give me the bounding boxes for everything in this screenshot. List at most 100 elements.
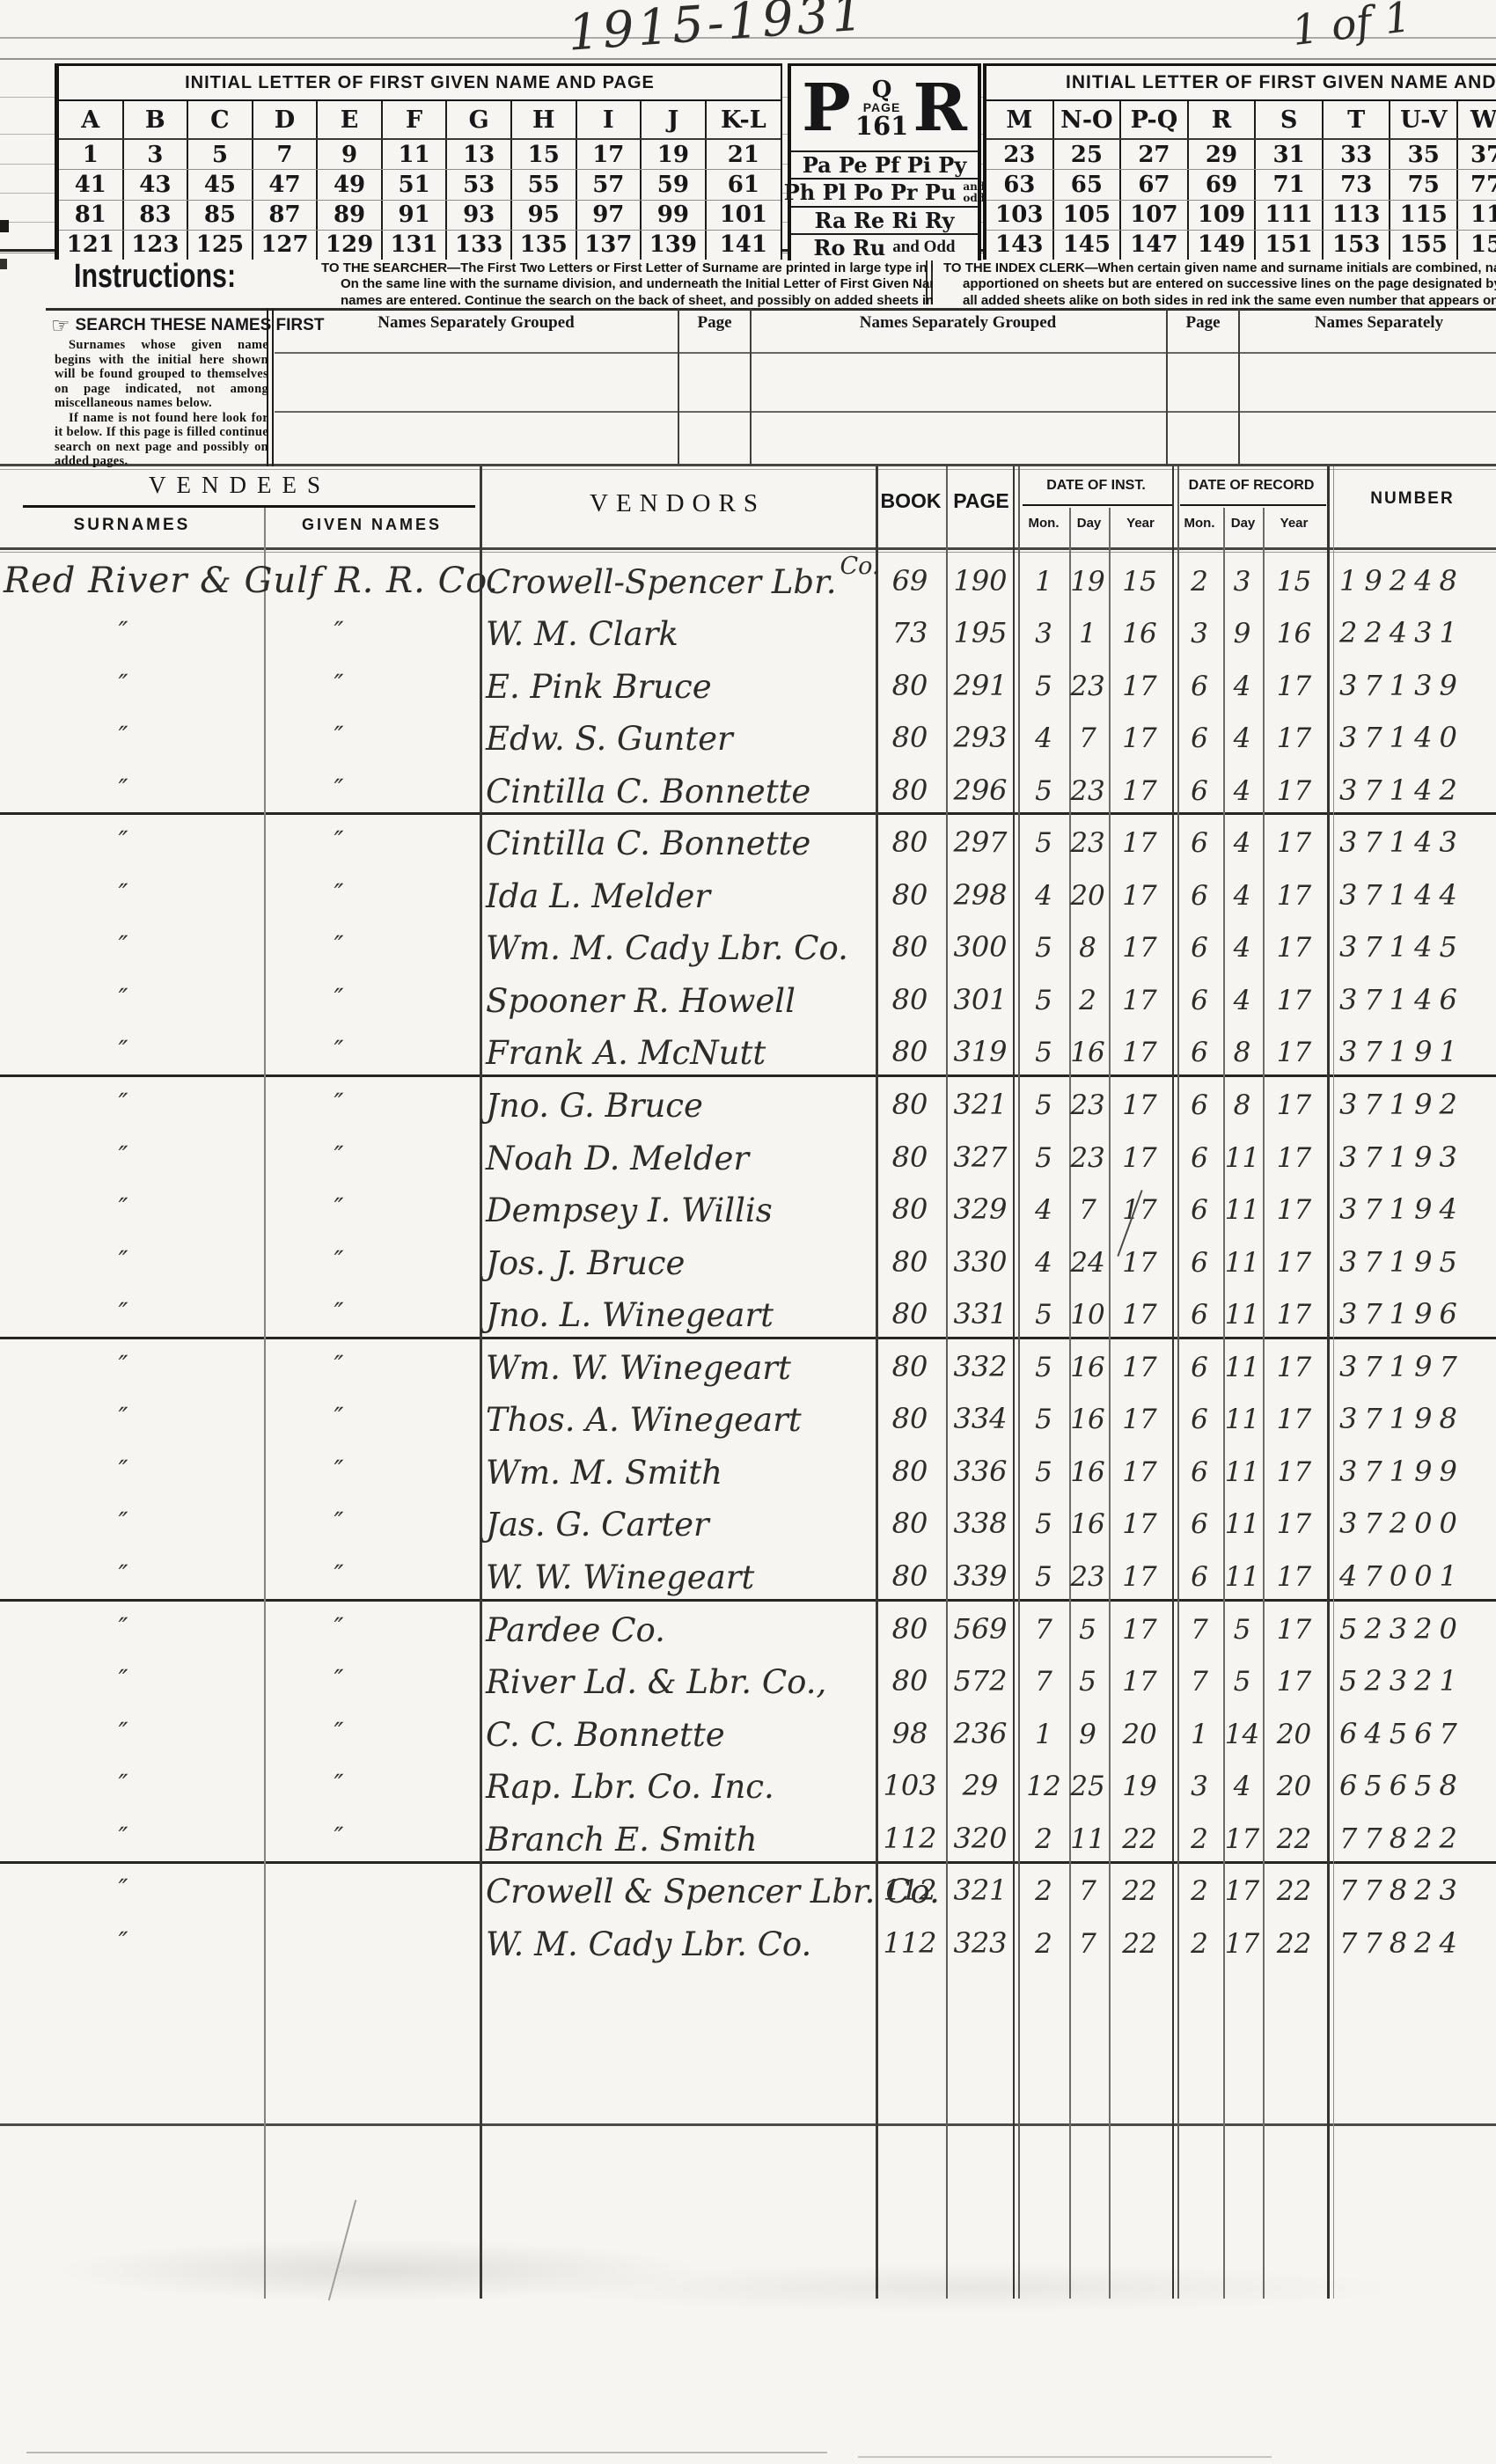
index-page-value: 61 bbox=[704, 170, 781, 200]
inst-year: 22 bbox=[1122, 1822, 1157, 1855]
day-header: Day bbox=[1076, 516, 1102, 531]
instrument-number: 52321 bbox=[1339, 1664, 1464, 1698]
book-value: 112 bbox=[883, 1874, 937, 1908]
record-year: 17 bbox=[1276, 1037, 1312, 1069]
index-page-value: 113 bbox=[1321, 200, 1390, 230]
record-month: 6 bbox=[1191, 879, 1208, 912]
vertical-rule bbox=[1018, 466, 1020, 2299]
ledger-row: ″ ″ E. Pink Bruce 80 291 5 23 17 6 4 17 37139 bbox=[0, 655, 1496, 708]
syllable-group: Ro Ru bbox=[813, 234, 886, 260]
pointing-hand-icon: ☞ bbox=[51, 313, 70, 338]
book-value: 80 bbox=[891, 1088, 928, 1122]
given-name-index-table-left: INITIAL LETTER OF FIRST GIVEN NAME AND P… bbox=[55, 63, 782, 260]
index-number-row: 81 83 85 87 89 91 93 95 97 99 101 bbox=[59, 199, 781, 230]
inst-month: 2 bbox=[1035, 1875, 1052, 1908]
index-page-value: 25 bbox=[1052, 140, 1120, 170]
index-page-value: 85 bbox=[187, 200, 252, 230]
page-value: 296 bbox=[953, 773, 1008, 807]
book-value: 98 bbox=[891, 1716, 928, 1750]
index-page-value: 139 bbox=[640, 230, 705, 260]
book-value: 80 bbox=[891, 1349, 928, 1383]
instrument-number: 37192 bbox=[1339, 1088, 1464, 1122]
index-page-value: 83 bbox=[121, 200, 187, 230]
vendors-header: VENDORS bbox=[590, 489, 766, 517]
page-value: 291 bbox=[953, 668, 1008, 702]
book-value: 80 bbox=[891, 1244, 928, 1279]
index-page-value: 49 bbox=[316, 170, 381, 200]
index-page-value: 135 bbox=[510, 230, 576, 260]
record-month: 6 bbox=[1191, 1508, 1208, 1541]
surname-ditto: ″ bbox=[118, 616, 128, 647]
year-header: Year bbox=[1280, 516, 1309, 531]
page-value: 236 bbox=[953, 1716, 1008, 1750]
record-year: 17 bbox=[1276, 932, 1312, 964]
instrument-number: 19248 bbox=[1339, 563, 1464, 598]
given-name-ditto: ″ bbox=[334, 616, 344, 647]
surname-ditto: ″ bbox=[118, 1297, 128, 1328]
ledger-row: ″ ″ Dempsey I. Willis 80 329 4 7 17 6 11 17 37194 bbox=[0, 1179, 1496, 1232]
ledger-row: ″ ″ Wm. M. Smith 80 336 5 16 17 6 11 17 37199 bbox=[0, 1441, 1496, 1493]
index-page-value: 29 bbox=[1186, 140, 1255, 170]
vertical-rule bbox=[678, 308, 679, 466]
book-value: 80 bbox=[891, 1035, 928, 1069]
vendor-name: Jno. L. Winegeart bbox=[486, 1296, 774, 1335]
index-page-value: 143 bbox=[995, 231, 1044, 259]
record-month: 6 bbox=[1191, 984, 1208, 1016]
page-value: 320 bbox=[953, 1821, 1008, 1855]
record-day: 5 bbox=[1233, 1613, 1251, 1646]
index-letter: T bbox=[1321, 101, 1390, 138]
page-value: 338 bbox=[953, 1507, 1008, 1541]
index-page-value: 149 bbox=[1186, 230, 1255, 260]
page-value: 332 bbox=[953, 1349, 1008, 1383]
record-month: 6 bbox=[1191, 1037, 1208, 1069]
record-month: 6 bbox=[1191, 1299, 1208, 1331]
index-letter: R bbox=[1186, 101, 1255, 138]
given-name-ditto: ″ bbox=[334, 930, 344, 961]
record-year: 17 bbox=[1276, 1404, 1312, 1436]
horizontal-rule bbox=[0, 547, 1496, 550]
index-letter: B bbox=[121, 101, 187, 138]
index-page-value: 19 bbox=[640, 140, 705, 170]
page-value: 323 bbox=[953, 1925, 1008, 1960]
index-page-value: 17 bbox=[575, 140, 641, 170]
index-page-value: 65 bbox=[1052, 170, 1120, 200]
given-name-ditto: ″ bbox=[334, 1088, 344, 1118]
inst-day: 7 bbox=[1079, 1927, 1096, 1960]
record-day: 4 bbox=[1233, 670, 1251, 702]
surname-letter-heading: P Q PAGE 161 R bbox=[791, 66, 978, 150]
record-year: 15 bbox=[1276, 565, 1312, 598]
index-page-value: 125 bbox=[187, 230, 252, 260]
surname-ditto: ″ bbox=[118, 1925, 128, 1956]
index-page-value: 77 bbox=[1456, 170, 1496, 200]
given-name-ditto: ″ bbox=[334, 1664, 344, 1695]
inst-year: 19 bbox=[1122, 1771, 1157, 1803]
index-letter: P-Q bbox=[1119, 101, 1187, 138]
surname-syllable-row: Pa Pe Pf Pi Py bbox=[791, 150, 978, 178]
record-year: 17 bbox=[1276, 1508, 1312, 1541]
vendor-name: W. M. Cady Lbr. Co. bbox=[486, 1925, 812, 1963]
inst-year: 17 bbox=[1122, 1194, 1157, 1227]
record-month: 6 bbox=[1191, 774, 1208, 807]
number-header: NUMBER bbox=[1370, 489, 1455, 508]
given-name-ditto: ″ bbox=[334, 1821, 344, 1852]
page-value: 327 bbox=[953, 1140, 1008, 1174]
inst-day: 16 bbox=[1070, 1456, 1105, 1488]
index-letter: W bbox=[1456, 101, 1496, 138]
page-value: 293 bbox=[953, 721, 1008, 755]
vendor-name: Crowell-Spencer Lbr. Co. bbox=[486, 552, 880, 601]
inst-day: 23 bbox=[1070, 670, 1105, 702]
index-letter: E bbox=[316, 101, 381, 138]
record-year: 17 bbox=[1276, 1194, 1312, 1227]
inst-day: 9 bbox=[1079, 1718, 1096, 1750]
vertical-rule bbox=[931, 259, 933, 304]
surname-ditto: ″ bbox=[118, 721, 128, 752]
surname-ditto: ″ bbox=[118, 1716, 128, 1747]
record-month: 2 bbox=[1191, 1927, 1208, 1960]
inst-year: 17 bbox=[1122, 1351, 1157, 1383]
vendor-name-superscript: Co. bbox=[840, 552, 880, 580]
suffix-note: and Odd bbox=[892, 238, 956, 257]
inst-month: 5 bbox=[1035, 1299, 1052, 1331]
inst-month: 5 bbox=[1035, 1456, 1052, 1488]
